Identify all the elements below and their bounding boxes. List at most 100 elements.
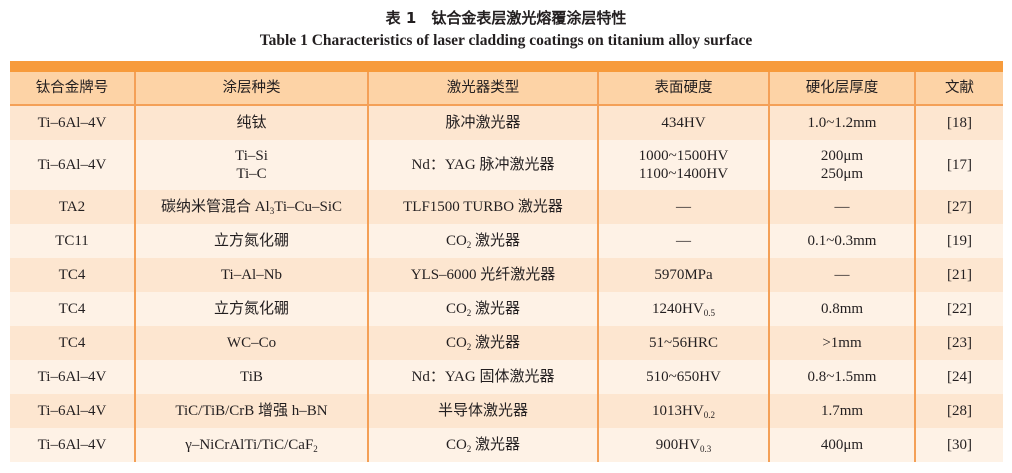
- cell-layer-thickness: 0.8~1.5mm: [768, 360, 915, 394]
- cell-reference: [30]: [914, 428, 1003, 462]
- cell-line: YLS–6000 光纤激光器: [369, 266, 597, 284]
- cell-text: CO: [445, 437, 467, 453]
- cell-line: Ti–Al–Nb: [136, 266, 367, 284]
- cell-text: 250μm: [820, 166, 864, 182]
- cell-text: —: [676, 233, 691, 249]
- cell-layer-thickness: 0.1~0.3mm: [768, 224, 915, 258]
- cell-alloy-grade: Ti–6Al–4V: [10, 140, 135, 190]
- header-laser-type: 激光器类型: [367, 72, 598, 106]
- cell-alloy-grade: TA2: [10, 190, 135, 224]
- cell-line: —: [770, 266, 914, 284]
- cell-text: [22]: [947, 301, 972, 317]
- cell-alloy-grade: Ti–6Al–4V: [10, 428, 135, 462]
- cell-line: 1.0~1.2mm: [770, 114, 914, 132]
- cell-text: 激光器: [471, 335, 521, 351]
- cell-line: 434HV: [599, 114, 768, 132]
- cell-text: 0.8mm: [820, 301, 864, 317]
- table-row: TC4 Ti–Al–Nb YLS–6000 光纤激光器 5970MPa — [21]: [10, 258, 1003, 292]
- cell-text: 纯钛: [236, 115, 267, 131]
- cell-reference: [18]: [914, 105, 1003, 140]
- header-alloy-grade: 钛合金牌号: [10, 72, 135, 106]
- cell-layer-thickness: 200μm 250μm: [768, 140, 915, 190]
- cell-text: TiC/TiB/CrB 增强 h–BN: [175, 403, 328, 419]
- cell-line: [18]: [916, 114, 1003, 132]
- header-reference: 文献: [914, 72, 1003, 106]
- cell-subscript: 2: [466, 308, 472, 318]
- cell-coating-type: TiC/TiB/CrB 增强 h–BN: [134, 394, 368, 428]
- cell-layer-thickness: —: [768, 258, 915, 292]
- cell-line: 半导体激光器: [369, 402, 597, 420]
- cell-text: 1.0~1.2mm: [807, 115, 877, 131]
- cell-surface-hardness: 1240HV0.5: [597, 292, 769, 326]
- cell-alloy-grade: Ti–6Al–4V: [10, 105, 135, 140]
- cell-alloy-grade: Ti–6Al–4V: [10, 394, 135, 428]
- cell-line: 1000~1500HV: [599, 147, 768, 165]
- header-coating-type: 涂层种类: [134, 72, 368, 106]
- cell-text: Ti–Cu–SiC: [274, 199, 343, 215]
- cell-line: 900HV0.3: [599, 436, 768, 454]
- cell-alloy-grade: TC11: [10, 224, 135, 258]
- cell-coating-type: 立方氮化硼: [134, 224, 368, 258]
- table-title-chinese: 表 1 钛合金表层激光熔覆涂层特性: [385, 9, 627, 27]
- cell-laser-type: CO2 激光器: [367, 224, 598, 258]
- cell-text: 半导体激光器: [437, 403, 528, 419]
- cell-text: Ti–6Al–4V: [37, 403, 107, 419]
- cell-reference: [22]: [914, 292, 1003, 326]
- cell-line: —: [770, 198, 914, 216]
- cell-text: TC11: [55, 233, 89, 249]
- cell-text: 900HV: [655, 437, 700, 453]
- cell-reference: [24]: [914, 360, 1003, 394]
- characteristics-table: 钛合金牌号 涂层种类 激光器类型 表面硬度 硬化层厚度 文献 Ti–6Al–4V…: [10, 72, 1003, 462]
- cell-text: Ti–6Al–4V: [37, 437, 107, 453]
- cell-text: 51~56HRC: [649, 335, 718, 351]
- cell-subscript: 2: [466, 240, 472, 250]
- cell-line: Nd：YAG 固体激光器: [369, 368, 597, 386]
- cell-line: TA2: [10, 198, 134, 216]
- cell-text: TLF1500 TURBO 激光器: [403, 199, 563, 215]
- cell-surface-hardness: —: [597, 224, 769, 258]
- cell-line: Ti–6Al–4V: [10, 436, 134, 454]
- cell-surface-hardness: 5970MPa: [597, 258, 769, 292]
- cell-line: 1013HV0.2: [599, 402, 768, 420]
- cell-subscript: 0.3: [699, 444, 712, 454]
- cell-line: 0.1~0.3mm: [770, 232, 914, 250]
- cell-text: 400μm: [820, 437, 864, 453]
- cell-subscript: 2: [466, 342, 472, 352]
- cell-text: TC4: [58, 267, 86, 283]
- cell-text: 200μm: [820, 148, 864, 164]
- cell-line: 1100~1400HV: [599, 165, 768, 183]
- cell-line: 碳纳米管混合 Al3Ti–Cu–SiC: [136, 198, 367, 216]
- cell-line: 0.8mm: [770, 300, 914, 318]
- cell-coating-type: γ–NiCrAlTi/TiC/CaF2: [134, 428, 368, 462]
- cell-alloy-grade: TC4: [10, 326, 135, 360]
- cell-reference: [27]: [914, 190, 1003, 224]
- cell-line: [23]: [916, 334, 1003, 352]
- cell-line: [21]: [916, 266, 1003, 284]
- cell-alloy-grade: TC4: [10, 258, 135, 292]
- cell-line: TC4: [10, 334, 134, 352]
- cell-layer-thickness: —: [768, 190, 915, 224]
- cell-text: TiB: [240, 369, 263, 385]
- cell-line: CO2 激光器: [369, 436, 597, 454]
- cell-line: Ti–6Al–4V: [10, 368, 134, 386]
- cell-line: >1mm: [770, 334, 914, 352]
- cell-subscript: 2: [313, 444, 318, 454]
- cell-line: Ti–C: [136, 165, 367, 183]
- cell-line: 立方氮化硼: [136, 232, 367, 250]
- cell-line: 400μm: [770, 436, 914, 454]
- header-layer-thickness: 硬化层厚度: [768, 72, 915, 106]
- cell-text: TC4: [58, 301, 86, 317]
- cell-line: [30]: [916, 436, 1003, 454]
- cell-text: 1000~1500HV: [638, 148, 729, 164]
- cell-surface-hardness: 51~56HRC: [597, 326, 769, 360]
- cell-text: >1mm: [822, 335, 862, 351]
- cell-line: TC4: [10, 300, 134, 318]
- cell-line: 51~56HRC: [599, 334, 768, 352]
- cell-line: Ti–Si: [136, 147, 367, 165]
- cell-line: 200μm: [770, 147, 914, 165]
- cell-text: TA2: [58, 199, 86, 215]
- cell-line: Ti–6Al–4V: [10, 114, 134, 132]
- cell-reference: [17]: [914, 140, 1003, 190]
- cell-text: CO: [445, 233, 467, 249]
- cell-text: [27]: [947, 199, 972, 215]
